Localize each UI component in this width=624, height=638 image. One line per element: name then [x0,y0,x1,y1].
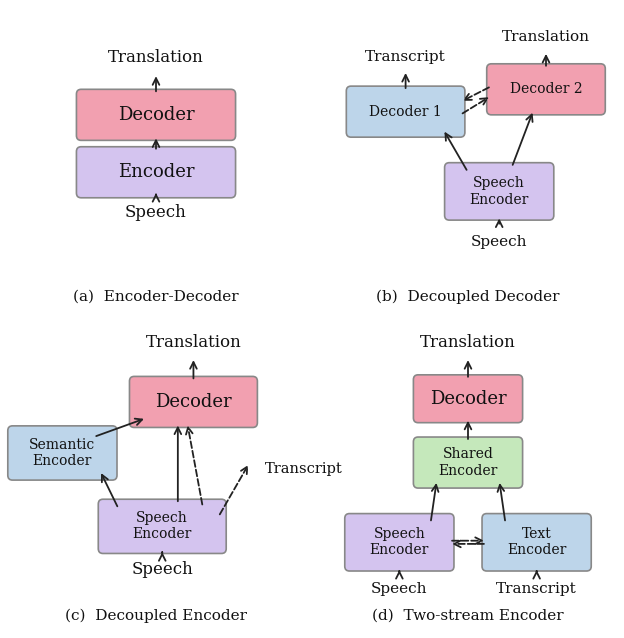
FancyBboxPatch shape [77,89,236,140]
Text: Speech: Speech [471,235,527,249]
Text: Transcript: Transcript [265,462,343,476]
Text: Transcript: Transcript [496,582,577,595]
Text: Decoder: Decoder [430,390,506,408]
Text: Translation: Translation [145,334,241,352]
Text: Speech: Speech [371,582,427,595]
Text: Translation: Translation [502,30,590,43]
Text: Decoder 2: Decoder 2 [510,82,582,96]
Text: Speech
Encoder: Speech Encoder [469,176,529,207]
FancyBboxPatch shape [487,64,605,115]
Text: Speech
Encoder: Speech Encoder [132,511,192,542]
FancyBboxPatch shape [413,375,523,422]
FancyBboxPatch shape [77,147,236,198]
Text: Decoder 1: Decoder 1 [369,105,442,119]
FancyBboxPatch shape [130,376,258,427]
FancyBboxPatch shape [413,437,523,488]
Text: (c)  Decoupled Encoder: (c) Decoupled Encoder [65,609,247,623]
Text: Semantic
Encoder: Semantic Encoder [29,438,95,468]
Text: Translation: Translation [420,334,516,352]
Text: Text
Encoder: Text Encoder [507,527,567,558]
FancyBboxPatch shape [7,426,117,480]
FancyBboxPatch shape [482,514,592,571]
FancyBboxPatch shape [444,163,553,220]
Text: Transcript: Transcript [365,50,446,64]
Text: Shared
Encoder: Shared Encoder [438,447,498,478]
Text: Speech: Speech [125,204,187,221]
Text: (a)  Encoder-Decoder: (a) Encoder-Decoder [73,290,239,304]
Text: Decoder: Decoder [155,393,232,411]
Text: Decoder: Decoder [118,106,194,124]
Text: Encoder: Encoder [118,163,194,181]
Text: (d)  Two-stream Encoder: (d) Two-stream Encoder [372,609,564,623]
Text: Speech: Speech [132,561,193,578]
FancyBboxPatch shape [344,514,454,571]
Text: Speech
Encoder: Speech Encoder [369,527,429,558]
Text: (b)  Decoupled Decoder: (b) Decoupled Decoder [376,290,560,304]
Text: Translation: Translation [108,49,204,66]
FancyBboxPatch shape [346,86,465,137]
FancyBboxPatch shape [99,499,226,554]
